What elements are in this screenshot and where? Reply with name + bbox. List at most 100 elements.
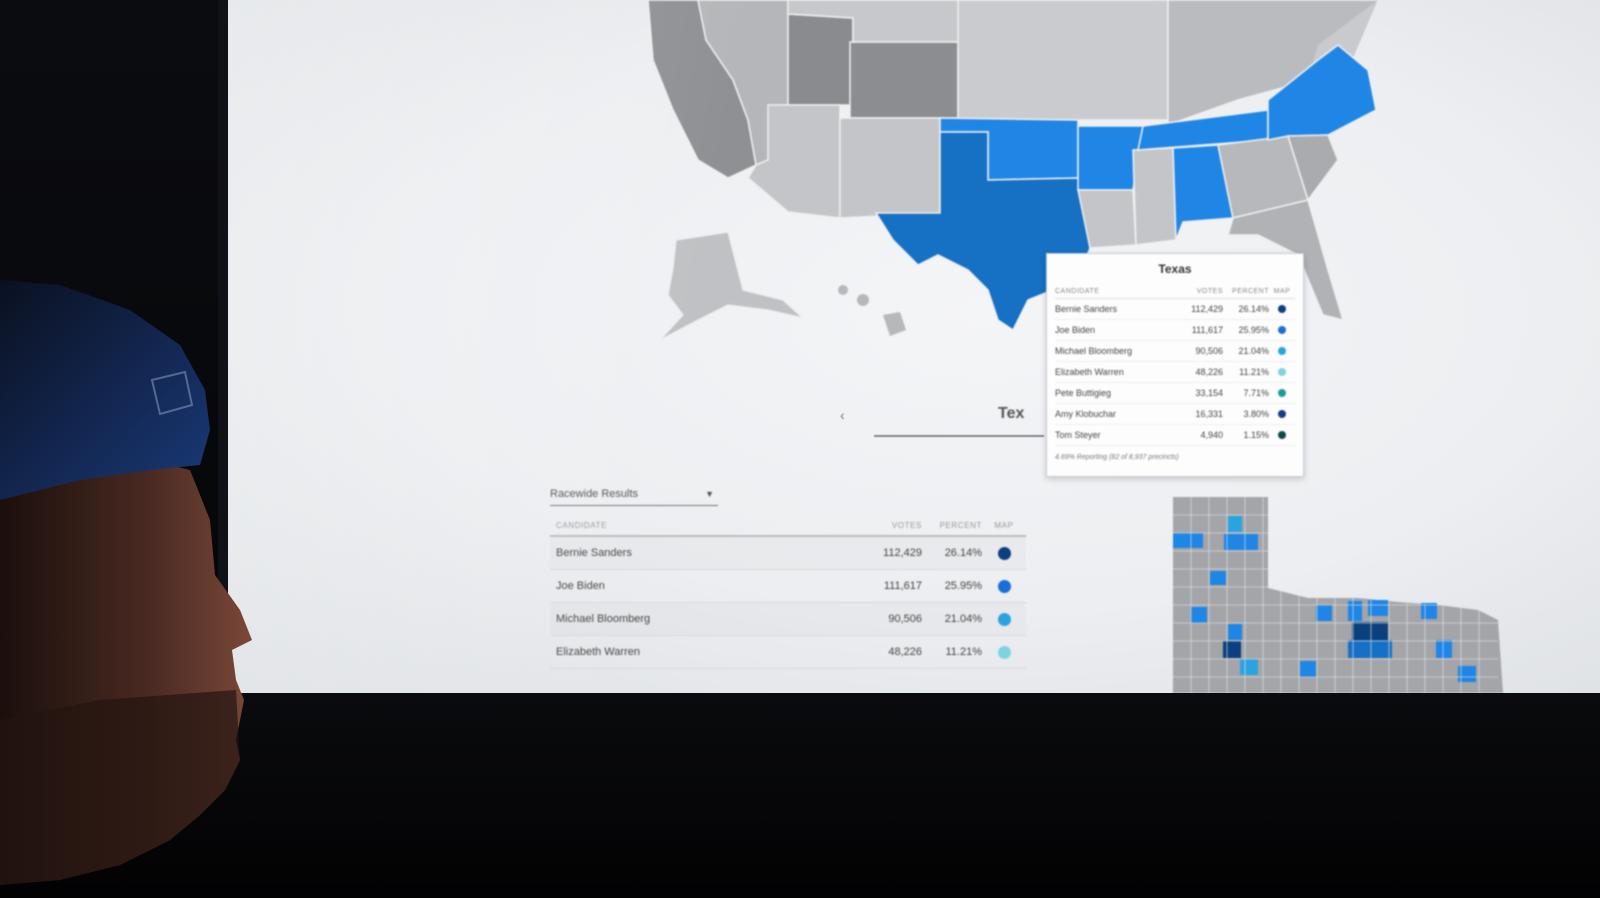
candidate-color-dot <box>997 612 1011 626</box>
person-beard <box>0 690 240 885</box>
map-state-hawaii-2 <box>857 294 869 306</box>
candidate-color-dot <box>1278 389 1286 397</box>
texas-county-highlight <box>1173 533 1203 548</box>
results-row-percent: 25.95% <box>944 580 982 592</box>
texas-county-highlight <box>1228 516 1242 532</box>
candidate-color-dot <box>1278 431 1286 439</box>
texas-county-highlight <box>1368 600 1388 616</box>
tooltip-row-percent: 3.80% <box>1243 409 1269 419</box>
candidate-color-dot <box>997 645 1011 659</box>
tooltip-row-candidate: Joe Biden <box>1055 325 1096 335</box>
candidate-color-dot <box>997 546 1011 560</box>
texas-county-grid <box>1173 497 1498 693</box>
map-state-south-carolina <box>1286 134 1339 202</box>
tooltip-row-map-swatch <box>1269 431 1295 439</box>
results-row-map-swatch <box>982 546 1026 560</box>
tooltip-row-candidate: Bernie Sanders <box>1055 304 1118 314</box>
results-row[interactable]: Joe Biden 111,617 25.95% <box>550 570 1026 603</box>
results-row[interactable]: Elizabeth Warren 48,226 11.21% <box>550 636 1026 669</box>
tooltip-row-map-swatch <box>1269 347 1295 355</box>
results-header-map: MAP <box>994 520 1014 530</box>
candidate-color-dot <box>997 579 1011 593</box>
tooltip-row-percent: 1.15% <box>1243 430 1269 440</box>
results-header-candidate: CANDIDATE <box>556 520 608 530</box>
tooltip-row-percent: 11.21% <box>1239 367 1269 377</box>
texas-county-highlight <box>1316 605 1332 621</box>
tooltip-row: Bernie Sanders 112,429 26.14% <box>1055 299 1295 320</box>
results-row-votes: 111,617 <box>883 580 922 592</box>
results-row-map-swatch <box>982 645 1026 659</box>
tooltip-title: Texas <box>1158 262 1192 276</box>
map-state-texas <box>874 131 1091 332</box>
race-select-label: Racewide Results <box>550 488 639 500</box>
tooltip-row-map-swatch <box>1269 326 1295 334</box>
texas-county-highlight <box>1228 624 1242 640</box>
map-state-florida <box>1226 199 1345 322</box>
tooltip-row-votes: 33,154 <box>1195 388 1223 398</box>
tooltip-row: Michael Bloomberg 90,506 21.04% <box>1055 341 1295 362</box>
results-row-votes: 112,429 <box>883 547 922 559</box>
tooltip-row-votes: 48,226 <box>1195 367 1223 377</box>
tooltip-row-percent: 7.71% <box>1243 388 1269 398</box>
tooltip-row-votes: 90,506 <box>1195 346 1223 356</box>
state-tooltip: Texas CANDIDATE VOTES PERCENT MAP Bernie… <box>1046 253 1304 477</box>
results-row-candidate: Elizabeth Warren <box>556 646 640 658</box>
us-election-map <box>647 0 1503 693</box>
tooltip-row: Amy Klobuchar 16,331 3.80% <box>1055 404 1295 425</box>
tooltip-row-candidate: Tom Steyer <box>1055 430 1101 440</box>
tooltip-row: Tom Steyer 4,940 1.15% <box>1055 425 1295 446</box>
person-beanie <box>0 280 210 500</box>
chevron-left-icon[interactable]: ‹ <box>840 407 845 423</box>
results-header-votes: VOTES <box>891 520 922 530</box>
texas-county-highlight <box>1348 601 1362 621</box>
results-row-percent: 21.04% <box>944 613 982 625</box>
map-state-hawaii-3 <box>883 312 906 336</box>
texas-county-highlight <box>1210 571 1226 585</box>
state-heading: Tex <box>998 405 1025 422</box>
tooltip-footer: 4.69% Reporting (82 of 8,937 precincts) <box>1055 454 1179 461</box>
tooltip-row: Elizabeth Warren 48,226 11.21% <box>1055 362 1295 383</box>
tooltip-row-candidate: Elizabeth Warren <box>1055 367 1124 377</box>
candidate-color-dot <box>1278 326 1286 334</box>
tooltip-row-votes: 112,429 <box>1191 304 1223 314</box>
tooltip-row-candidate: Michael Bloomberg <box>1055 346 1133 356</box>
race-select-dropdown[interactable]: Racewide Results ▼ <box>550 483 718 506</box>
map-state-hawaii-1 <box>838 285 848 295</box>
chevron-down-icon: ▼ <box>705 489 714 499</box>
tooltip-row-candidate: Pete Buttigieg <box>1055 388 1112 398</box>
results-header-row: CANDIDATE VOTES PERCENT MAP <box>550 515 1026 537</box>
texas-county-highlight <box>1436 640 1452 658</box>
results-table: CANDIDATE VOTES PERCENT MAP Bernie Sande… <box>550 515 1026 669</box>
results-row-map-swatch <box>982 612 1026 626</box>
tooltip-header-map: MAP <box>1273 287 1291 295</box>
results-row[interactable]: Michael Bloomberg 90,506 21.04% <box>550 603 1026 636</box>
tooltip-row-map-swatch <box>1269 389 1295 397</box>
tooltip-row-candidate: Amy Klobuchar <box>1055 409 1117 419</box>
state-heading-underline <box>874 435 1044 437</box>
texas-county-highlight <box>1300 661 1316 677</box>
tooltip-row-votes: 4,940 <box>1200 430 1223 440</box>
results-row-candidate: Bernie Sanders <box>556 547 632 559</box>
tooltip-header-votes: VOTES <box>1196 287 1223 295</box>
tooltip-row: Pete Buttigieg 33,154 7.71% <box>1055 383 1295 404</box>
candidate-color-dot <box>1278 347 1286 355</box>
map-state-alaska <box>659 231 806 341</box>
texas-county-highlight <box>1191 607 1207 623</box>
tooltip-rows: Bernie Sanders 112,429 26.14% Joe Biden 111,… <box>1055 299 1295 446</box>
texas-county-highlight <box>1240 659 1258 675</box>
texas-county-highlight <box>1352 622 1388 640</box>
results-row-map-swatch <box>982 579 1026 593</box>
tooltip-header-candidate: CANDIDATE <box>1055 287 1100 295</box>
beanie-logo <box>150 370 194 416</box>
results-row[interactable]: Bernie Sanders 112,429 26.14% <box>550 537 1026 570</box>
tooltip-row: Joe Biden 111,617 25.95% <box>1055 320 1295 341</box>
map-state-alabama <box>1172 144 1234 241</box>
texas-county-map <box>1173 497 1503 693</box>
candidate-color-dot <box>1278 305 1286 313</box>
tooltip-row-map-swatch <box>1269 368 1295 376</box>
texas-county-highlight <box>1224 534 1258 550</box>
candidate-color-dot <box>1278 410 1286 418</box>
texas-county-highlight <box>1348 640 1392 658</box>
